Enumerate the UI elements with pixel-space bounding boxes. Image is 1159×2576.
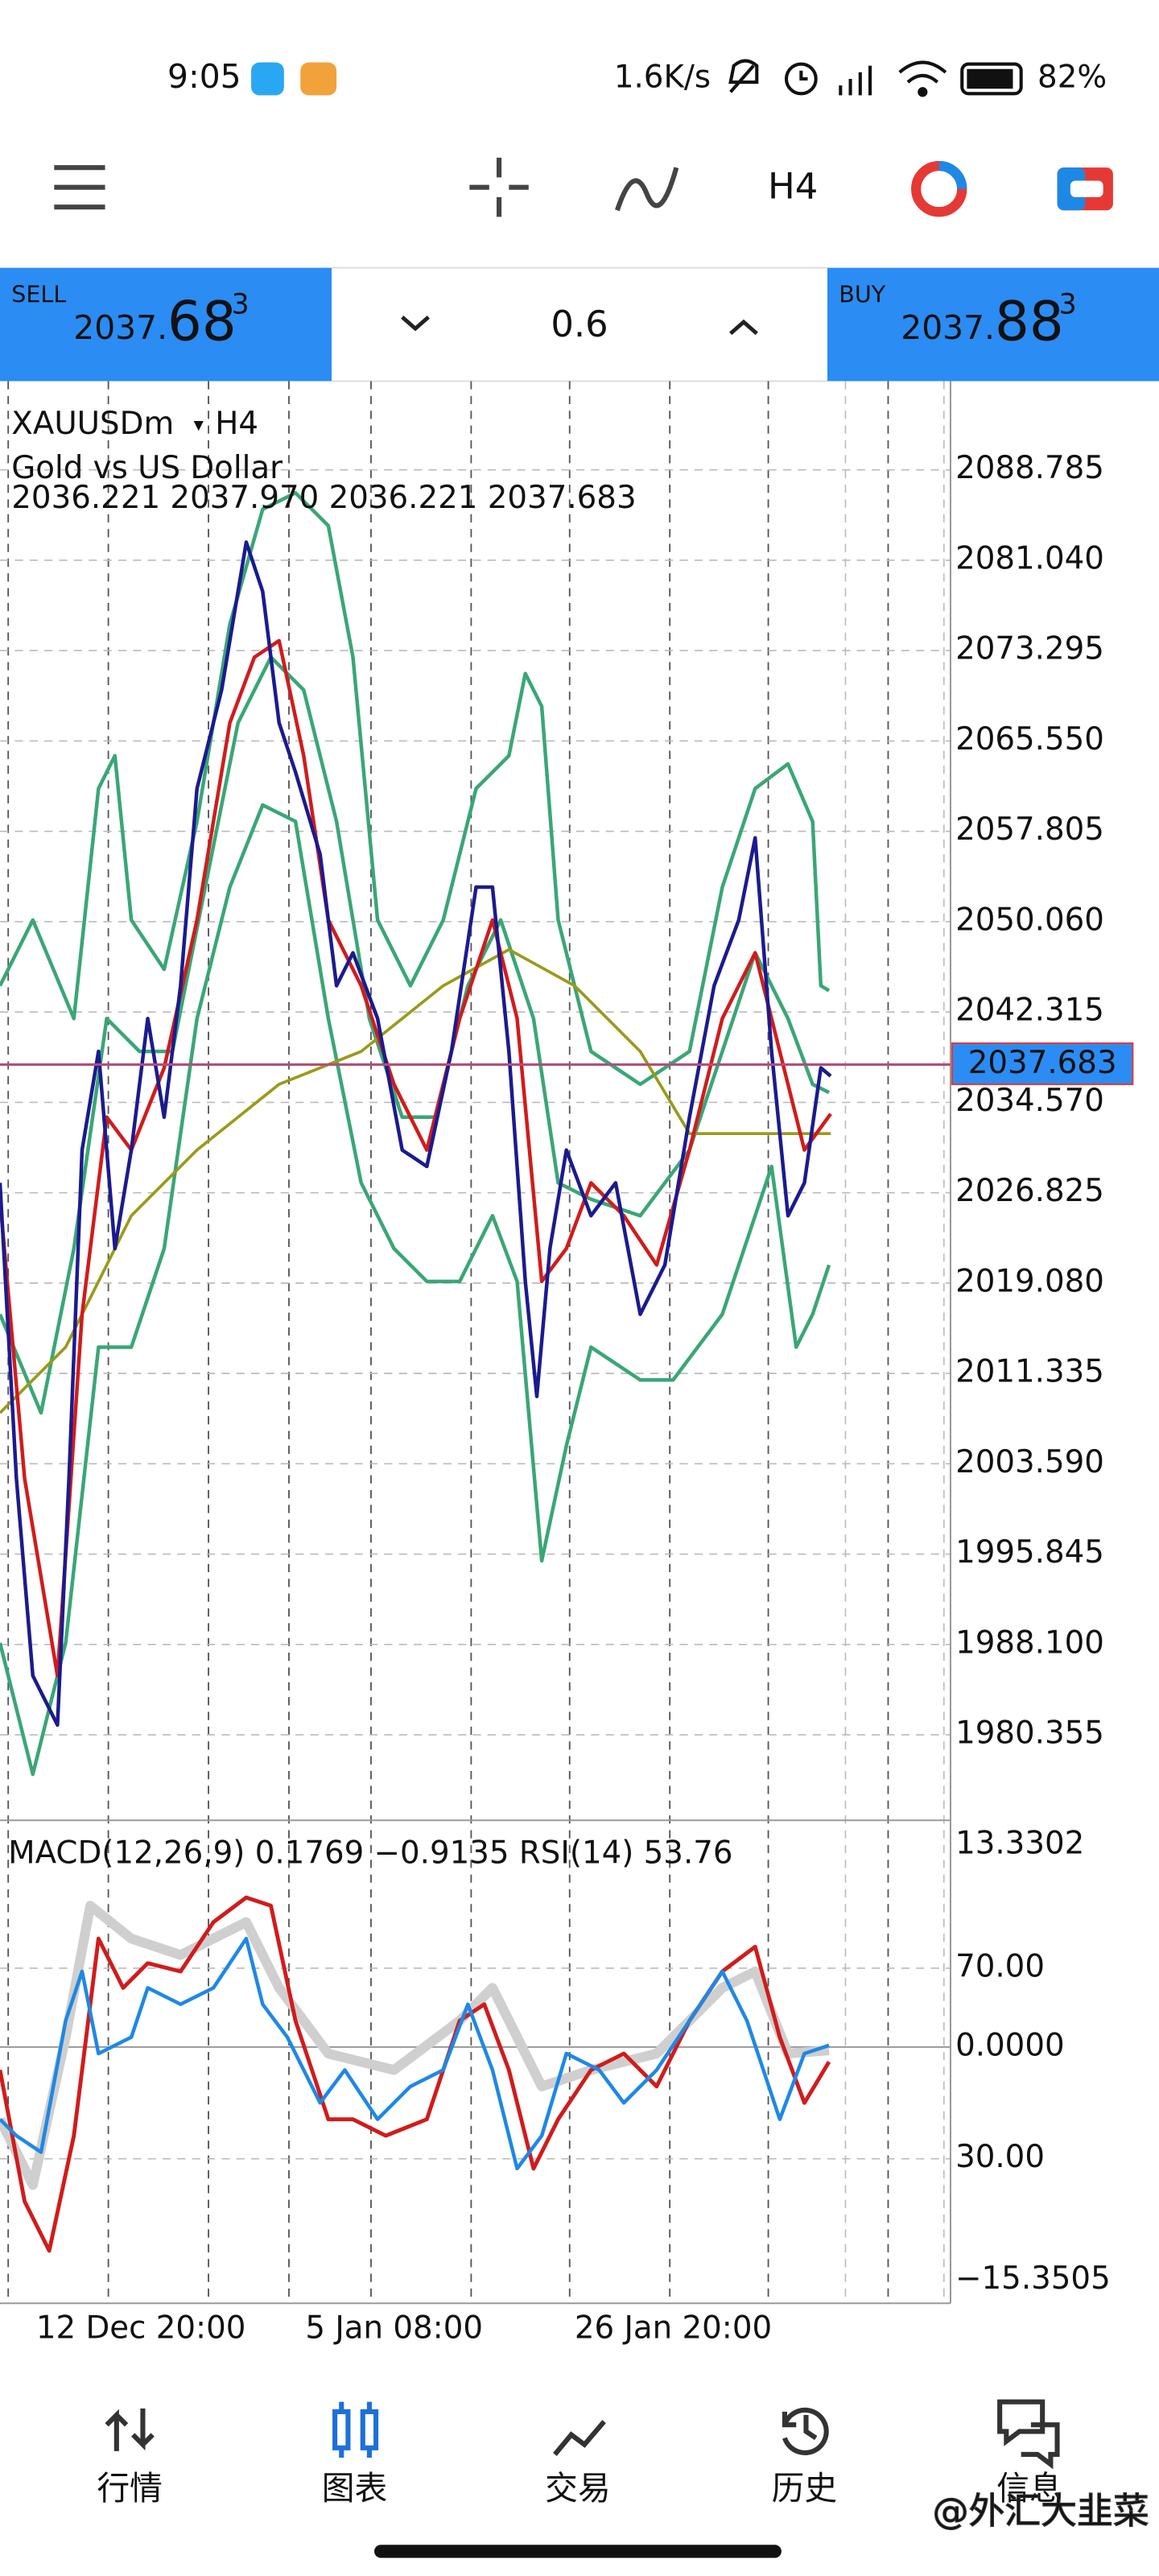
- nav-icons: [105, 2399, 1060, 2470]
- price-tick-label: 2011.335: [955, 1354, 1104, 1390]
- current-price-box: [951, 1042, 1134, 1085]
- buy-button[interactable]: [827, 267, 1159, 382]
- nav-label[interactable]: 信息: [996, 2469, 1062, 2508]
- trade-button[interactable]: [1057, 167, 1113, 211]
- status-time: 9:05: [167, 57, 241, 96]
- price-plot: [0, 491, 832, 1777]
- price-tick-label: 1980.355: [955, 1715, 1104, 1752]
- price-line: [0, 540, 832, 1728]
- app-icon: [300, 62, 337, 96]
- chart-timeframe: H4: [215, 406, 258, 442]
- indicator-tick-label: 13.3302: [955, 1825, 1084, 1861]
- price-tick-label: 2057.805: [955, 811, 1104, 848]
- price-tick-label: 1988.100: [955, 1624, 1104, 1661]
- price-tick-label: 2034.570: [955, 1083, 1104, 1119]
- app-icon: [251, 62, 284, 96]
- time-label: 12 Dec 20:00: [36, 2310, 246, 2346]
- indicator-label: MACD(12,26,9) 0.1769 −0.9135 RSI(14) 53.…: [8, 1835, 732, 1872]
- nav-label[interactable]: 图表: [322, 2469, 388, 2508]
- nav-items: 行情 图表 交易 历史 信息: [97, 2469, 1062, 2508]
- sell-price-big: 68: [167, 291, 237, 353]
- macd-histogram: [0, 1901, 830, 2190]
- volume-up[interactable]: [729, 319, 758, 336]
- nav-label[interactable]: 行情: [97, 2469, 163, 2508]
- symbol[interactable]: XAUUSDm: [11, 406, 174, 442]
- current-price: 2037.683: [968, 1045, 1117, 1081]
- price-tick-label: 2073.295: [955, 631, 1104, 667]
- sell-label: SELL: [11, 280, 66, 308]
- price-tick-label: 2050.060: [955, 902, 1104, 938]
- macd-signal: [0, 1895, 831, 2253]
- indicator-tick-label: 0.0000: [955, 2027, 1065, 2063]
- bottom-nav: [0, 2352, 1159, 2576]
- moving-average-fast: [0, 638, 832, 1678]
- status-icons: [728, 59, 1023, 97]
- indicator-tick-label: 70.00: [955, 1948, 1045, 1984]
- price-tick-label: 2081.040: [955, 540, 1104, 576]
- indicator-tick-label: 30.00: [955, 2139, 1045, 2175]
- watermark: @外汇大韭菜: [933, 2489, 1149, 2532]
- price-tick-label: 2003.590: [955, 1444, 1104, 1480]
- net-speed: 1.6K/s: [614, 59, 711, 95]
- buy-price-big: 88: [995, 291, 1064, 353]
- bollinger-upper: [0, 491, 831, 1087]
- nav-label[interactable]: 交易: [545, 2469, 611, 2508]
- price-tick-label: 2088.785: [955, 450, 1104, 486]
- bollinger-lower: [0, 803, 831, 1777]
- price-tick-label: 2065.550: [955, 721, 1104, 758]
- nav-label[interactable]: 历史: [772, 2469, 838, 2508]
- volume: 0.6: [551, 303, 608, 345]
- time-label: 5 Jan 08:00: [305, 2310, 483, 2346]
- objects-button[interactable]: [911, 161, 967, 217]
- price-tick-label: 2019.080: [955, 1263, 1104, 1299]
- volume-down[interactable]: [401, 316, 430, 332]
- buy-price: 2037.: [901, 308, 995, 347]
- sell-button[interactable]: [0, 267, 332, 382]
- price-tick-label: 2042.315: [955, 993, 1104, 1029]
- price-tick-label: 2026.825: [955, 1173, 1104, 1209]
- ohlc: 2036.221 2037.970 2036.221 2037.683: [11, 480, 636, 516]
- moving-average-slow: [0, 947, 831, 1414]
- buy-label: BUY: [839, 280, 885, 308]
- menu-button[interactable]: [54, 165, 105, 210]
- sell-price: 2037.: [73, 308, 167, 347]
- buy-price-sup: 3: [1059, 289, 1077, 321]
- price-tick-label: 1995.845: [955, 1534, 1104, 1571]
- sell-price-sup: 3: [232, 289, 250, 321]
- home-indicator: [374, 2545, 782, 2558]
- indicators-button[interactable]: [615, 167, 679, 212]
- toolbar-icons: [54, 157, 679, 217]
- symbol-dropdown[interactable]: ▾: [194, 413, 204, 436]
- time-label: 26 Jan 20:00: [575, 2310, 772, 2346]
- timeframe-button[interactable]: H4: [768, 165, 818, 208]
- indicator-plot: [0, 1895, 831, 2253]
- rsi-line: [0, 1936, 830, 2171]
- chart-grid: [0, 381, 951, 2304]
- crosshair-button[interactable]: [469, 157, 529, 217]
- battery-level: 82%: [1037, 59, 1107, 95]
- symbol-description: Gold vs US Dollar: [11, 450, 283, 486]
- indicator-tick-label: −15.3505: [955, 2260, 1111, 2297]
